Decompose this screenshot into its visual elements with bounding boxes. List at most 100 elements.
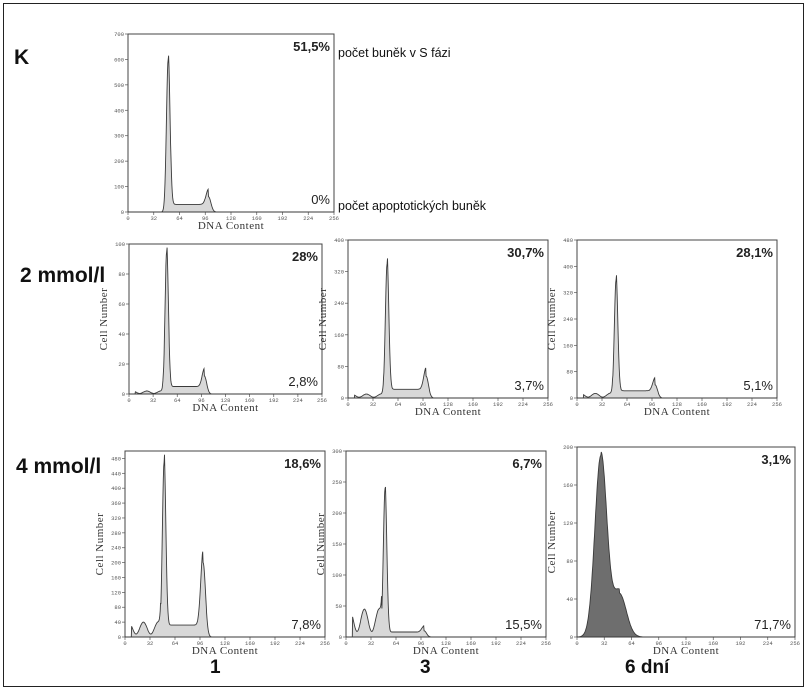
y-tick-label: 240 <box>563 316 573 323</box>
x-tick-label: 32 <box>601 640 608 647</box>
y-tick-label: 480 <box>111 455 121 462</box>
y-tick-label: 80 <box>566 369 573 376</box>
apoptotic-percentage: 15,5% <box>505 617 542 632</box>
y-tick-label: 0 <box>341 395 344 402</box>
x-tick-label: 128 <box>441 640 451 647</box>
s-phase-percentage: 28% <box>292 249 318 264</box>
y-tick-label: 250 <box>332 479 342 486</box>
x-tick-label: 192 <box>736 640 746 647</box>
y-axis-label: Cell Number <box>317 288 329 351</box>
y-tick-label: 320 <box>563 290 573 297</box>
apoptotic-percentage: 5,1% <box>743 378 773 393</box>
y-tick-label: 440 <box>111 470 121 477</box>
y-tick-label: 20 <box>118 361 125 368</box>
y-tick-label: 280 <box>111 530 121 537</box>
x-tick-label: 96 <box>197 640 204 647</box>
y-tick-label: 480 <box>563 237 573 244</box>
x-tick-label: 64 <box>395 401 402 408</box>
x-tick-label: 224 <box>763 640 774 647</box>
x-tick-label: 256 <box>543 401 553 408</box>
histogram-panel: 0 50 100 150 200 250 300 0 32 64 96 128 160 192 224 256… <box>315 448 551 657</box>
histogram-panel: 0 20 40 60 80 100 0 32 64 96 128 160 192 224 256 28% 2,8… <box>98 241 327 414</box>
x-tick-label: 96 <box>420 401 427 408</box>
histogram-curve <box>577 275 777 399</box>
y-tick-label: 100 <box>114 184 124 191</box>
x-tick-label: 128 <box>220 640 230 647</box>
y-tick-label: 240 <box>334 300 344 307</box>
y-axis-label: Cell Number <box>315 513 327 576</box>
y-tick-label: 320 <box>111 515 121 522</box>
y-tick-label: 60 <box>118 301 125 308</box>
y-tick-label: 200 <box>563 444 573 451</box>
x-tick-label: 64 <box>172 640 179 647</box>
y-tick-label: 40 <box>118 331 125 338</box>
x-tick-label: 192 <box>722 401 732 408</box>
y-tick-label: 300 <box>332 448 342 455</box>
y-tick-label: 300 <box>114 133 124 140</box>
s-phase-percentage: 30,7% <box>507 245 544 260</box>
y-tick-label: 50 <box>335 603 342 610</box>
row-label-2mmol: 2 mmol/l <box>20 264 105 287</box>
y-axis-label: Cell Number <box>98 288 110 351</box>
x-tick-label: 128 <box>221 397 231 404</box>
panel-frame <box>127 33 335 213</box>
y-tick-label: 160 <box>563 482 573 489</box>
x-axis-label: DNA Content <box>653 645 719 657</box>
y-tick-label: 100 <box>332 572 342 579</box>
x-tick-label: 192 <box>493 401 503 408</box>
x-tick-label: 256 <box>320 640 330 647</box>
y-tick-label: 400 <box>334 237 344 244</box>
column-label-day-6: 6 dní <box>625 657 670 678</box>
x-tick-label: 256 <box>329 215 339 222</box>
column-label-day-3: 3 <box>420 657 431 678</box>
y-tick-label: 80 <box>337 363 344 370</box>
apoptotic-percentage: 7,8% <box>291 617 321 632</box>
x-tick-label: 192 <box>270 640 280 647</box>
x-tick-label: 128 <box>443 401 453 408</box>
y-tick-label: 500 <box>114 82 124 89</box>
x-tick-label: 256 <box>790 640 800 647</box>
x-tick-label: 32 <box>150 397 157 404</box>
x-tick-label: 0 <box>126 215 129 222</box>
y-tick-label: 0 <box>122 391 125 398</box>
row-label-control: K <box>14 46 29 69</box>
x-tick-label: 192 <box>269 397 279 404</box>
y-tick-label: 0 <box>339 634 342 641</box>
x-tick-label: 0 <box>123 640 126 647</box>
panel-frame <box>345 450 547 638</box>
y-tick-label: 100 <box>115 241 125 248</box>
y-tick-label: 0 <box>570 634 573 641</box>
y-tick-label: 400 <box>563 263 573 270</box>
panel-frame <box>347 239 549 399</box>
y-tick-label: 150 <box>332 541 342 548</box>
x-tick-label: 224 <box>293 397 304 404</box>
x-tick-label: 128 <box>681 640 691 647</box>
figure-frame <box>3 3 804 687</box>
x-tick-label: 160 <box>245 397 255 404</box>
x-tick-label: 0 <box>575 401 578 408</box>
x-tick-label: 224 <box>295 640 306 647</box>
y-tick-label: 0 <box>570 395 573 402</box>
x-tick-label: 160 <box>466 640 476 647</box>
x-tick-label: 64 <box>628 640 635 647</box>
x-tick-label: 224 <box>516 640 527 647</box>
y-tick-label: 160 <box>563 342 573 349</box>
x-tick-label: 0 <box>127 397 130 404</box>
x-tick-label: 96 <box>418 640 425 647</box>
y-tick-label: 200 <box>332 510 342 517</box>
y-tick-label: 120 <box>563 520 573 527</box>
column-label-day-1: 1 <box>210 657 221 678</box>
y-tick-label: 700 <box>114 31 124 38</box>
histogram-panel: 0 40 80 120 160 200 240 280 320 360 400 440 480 0 32 64… <box>94 450 330 657</box>
x-tick-label: 160 <box>468 401 478 408</box>
histogram-curve <box>346 486 546 638</box>
x-tick-label: 0 <box>575 640 578 647</box>
x-tick-label: 160 <box>697 401 707 408</box>
y-tick-label: 360 <box>111 500 121 507</box>
y-axis-label: Cell Number <box>546 288 558 351</box>
x-axis-label: DNA Content <box>415 406 481 418</box>
histogram-curve <box>129 247 322 395</box>
x-axis-label: DNA Content <box>198 220 264 232</box>
apoptotic-note: počet apoptotických buněk <box>338 199 487 213</box>
y-tick-label: 0 <box>118 634 121 641</box>
